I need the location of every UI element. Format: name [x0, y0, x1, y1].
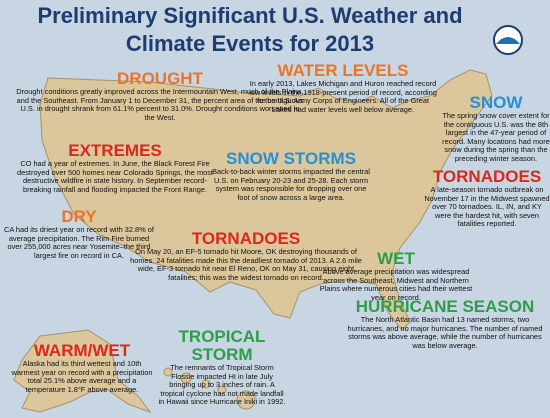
event: WET Above average precipitation was wides…: [312, 250, 480, 302]
event-heading: DRY: [61, 207, 97, 226]
event: SNOW STORMS Back-to-back winter storms im…: [210, 150, 372, 202]
event-text: Above average precipitation was widespre…: [319, 267, 473, 302]
noaa-logo: [493, 25, 523, 55]
hawaii: [163, 367, 256, 410]
event-heading: EXTREMES: [68, 141, 162, 160]
contiguous-us: [39, 69, 493, 331]
event: DRY CA had its driest year on record with…: [4, 208, 154, 260]
event: HURRICANE SEASON The North Atlantic Basin…: [345, 298, 545, 350]
event-text: On May 20, an EF-5 tornado hit Moore, OK…: [130, 247, 362, 282]
event-heading: TORNADOES: [191, 229, 301, 248]
event: WARM/WET Alaska had its third wettest and…: [8, 342, 156, 394]
event-heading: SNOW: [469, 93, 523, 112]
event-text: A late-season tornado outbreak on Novemb…: [424, 185, 550, 229]
title: Preliminary Significant U.S. Weather and…: [37, 3, 463, 56]
event-heading: DROUGHT: [117, 69, 203, 88]
alaska: [13, 329, 152, 414]
event: TORNADOES On May 20, an EF-5 tornado hit …: [130, 230, 362, 282]
event: EXTREMES CO had a year of extremes. In Ju…: [15, 142, 215, 194]
event-text: CA had its driest year on record with 32…: [4, 225, 154, 260]
event-heading: HURRICANE SEASON: [355, 297, 535, 316]
event: TORNADOES A late-season tornado outbreak …: [424, 168, 550, 229]
event-text: Back-to-back winter storms impacted the …: [212, 167, 370, 202]
event-text: Alaska had its third wettest and 10th wa…: [11, 359, 153, 394]
event: TROPICAL STORM The remnants of Tropical S…: [158, 328, 286, 407]
event-heading: WATER LEVELS: [277, 61, 409, 80]
event: WATER LEVELS In early 2013, Lakes Michiga…: [248, 62, 438, 114]
event: SNOW The spring snow cover extent for the…: [442, 94, 550, 164]
event-heading: SNOW STORMS: [225, 149, 357, 168]
event-heading: WET: [377, 249, 415, 268]
event-heading: TROPICAL STORM: [178, 327, 266, 364]
event-text: The North Atlantic Basin had 13 named st…: [347, 315, 543, 350]
event-heading: TORNADOES: [432, 167, 542, 186]
event-heading: WARM/WET: [33, 341, 131, 360]
event-text: The spring snow cover extent for the con…: [442, 111, 550, 163]
event-text: The remnants of Tropical Storm Flossie i…: [158, 363, 286, 407]
event: DROUGHT Drought conditions greatly improv…: [15, 70, 305, 122]
event-text: In early 2013, Lakes Michigan and Huron …: [249, 79, 437, 114]
event-text: Drought conditions greatly improved acro…: [16, 87, 304, 122]
event-text: CO had a year of extremes. In June, the …: [17, 159, 213, 194]
